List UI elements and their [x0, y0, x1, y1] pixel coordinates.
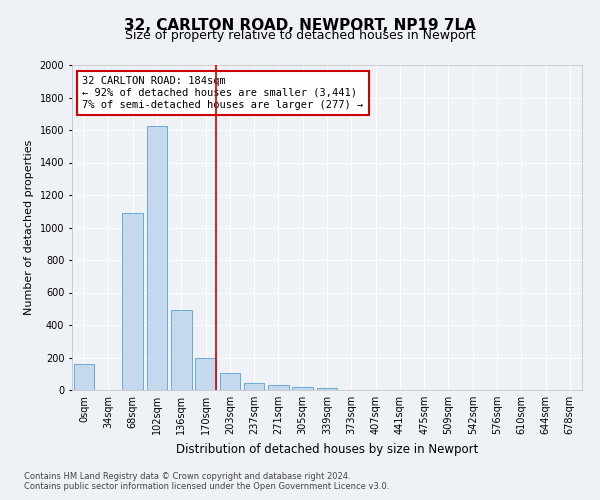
Bar — [195, 358, 216, 390]
Bar — [122, 213, 143, 390]
Y-axis label: Number of detached properties: Number of detached properties — [24, 140, 34, 315]
Text: 32, CARLTON ROAD, NEWPORT, NP19 7LA: 32, CARLTON ROAD, NEWPORT, NP19 7LA — [124, 18, 476, 32]
Bar — [171, 310, 191, 390]
Bar — [244, 382, 265, 390]
Text: Contains public sector information licensed under the Open Government Licence v3: Contains public sector information licen… — [24, 482, 389, 491]
Bar — [268, 385, 289, 390]
Bar — [146, 126, 167, 390]
X-axis label: Distribution of detached houses by size in Newport: Distribution of detached houses by size … — [176, 442, 478, 456]
Text: Contains HM Land Registry data © Crown copyright and database right 2024.: Contains HM Land Registry data © Crown c… — [24, 472, 350, 481]
Bar — [317, 388, 337, 390]
Bar — [292, 387, 313, 390]
Bar — [74, 364, 94, 390]
Text: 32 CARLTON ROAD: 184sqm
← 92% of detached houses are smaller (3,441)
7% of semi-: 32 CARLTON ROAD: 184sqm ← 92% of detache… — [82, 76, 364, 110]
Text: Size of property relative to detached houses in Newport: Size of property relative to detached ho… — [125, 29, 475, 42]
Bar — [220, 373, 240, 390]
